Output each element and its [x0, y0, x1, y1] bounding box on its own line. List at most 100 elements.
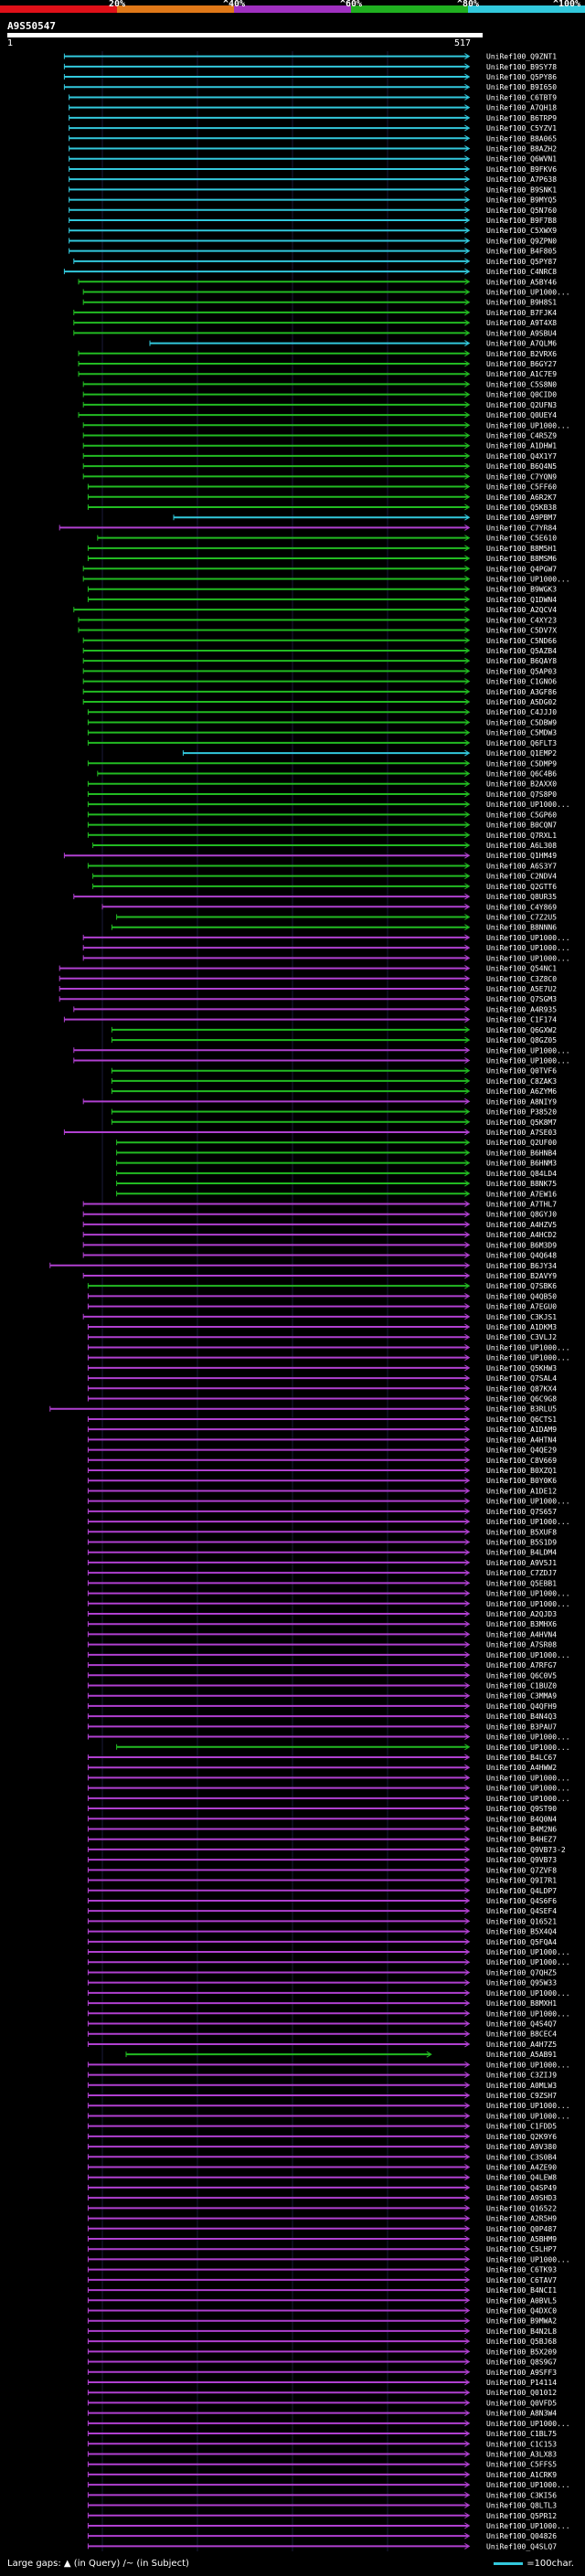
hit-row: UniRef100_A6R2K7: [87, 493, 557, 502]
hit-row: UniRef100_Q6GXW2: [111, 1026, 557, 1034]
hit-label: UniRef100_Q2UF00: [486, 1139, 557, 1147]
hit-row: UniRef100_C4R5Z9: [82, 431, 557, 440]
hit-end-arrow: [464, 1671, 471, 1679]
hit-row: UniRef100_Q4X1Y7: [82, 452, 557, 461]
hit-label: UniRef100_A3GF86: [486, 688, 557, 696]
hit-label: UniRef100_Q9ST90: [486, 1805, 557, 1813]
hit-label: UniRef100_A6ZYM6: [486, 1087, 557, 1096]
hit-label: UniRef100_B9MYQ5: [486, 196, 557, 205]
hit-label: UniRef100_Q6FLT3: [486, 739, 557, 747]
legend-large-gaps: Large gaps:: [7, 2559, 61, 2569]
hit-end-arrow: [464, 667, 471, 674]
hit-row: UniRef100_Q5AP03: [82, 667, 557, 675]
hit-label: UniRef100_Q4QE29: [486, 1447, 557, 1455]
hit-label: UniRef100_UP1000...: [486, 575, 570, 583]
hit-label: UniRef100_B3PAU7: [486, 1723, 557, 1731]
hit-row: UniRef100_A8N3W4: [87, 2410, 557, 2418]
hit-row: UniRef100_Q6WVN1: [69, 155, 557, 164]
hit-label: UniRef100_Q4QFH9: [486, 1702, 557, 1711]
hit-label: UniRef100_Q6C0V5: [486, 1671, 557, 1680]
hit-end-arrow: [464, 2184, 471, 2191]
hit-end-arrow: [464, 2307, 471, 2314]
hit-end-arrow: [464, 883, 471, 890]
hit-end-arrow: [464, 309, 471, 316]
hit-row: UniRef100_UP1000...: [87, 2420, 570, 2428]
hit-end-arrow: [464, 1241, 471, 1248]
hit-row: UniRef100_Q9VB73: [87, 1856, 557, 1864]
hit-row: UniRef100_A5E7U2: [58, 985, 557, 993]
hit-label: UniRef100_C5GP60: [486, 811, 557, 819]
query-end: 517: [454, 38, 472, 48]
hit-end-arrow: [464, 1374, 471, 1382]
hit-label: UniRef100_B8A065: [486, 134, 557, 143]
hit-row: UniRef100_Q5BJ68: [87, 2337, 557, 2346]
hit-row: UniRef100_Q1HM49: [63, 852, 557, 860]
hit-end-arrow: [464, 1692, 471, 1700]
hit-row: UniRef100_UP1000...: [73, 1046, 570, 1055]
hit-label: UniRef100_C4R5Z9: [486, 431, 557, 440]
hit-end-arrow: [464, 627, 471, 633]
hit-label: UniRef100_C8V669: [486, 1457, 557, 1465]
hit-row: UniRef100_C9ZSH7: [87, 2092, 557, 2100]
hit-end-arrow: [464, 268, 471, 275]
hit-label: UniRef100_B5X4Q4: [486, 1928, 557, 1936]
hit-row: UniRef100_UP1000...: [82, 944, 570, 952]
hit-row: UniRef100_C3MMA9: [87, 1692, 557, 1701]
hit-row: UniRef100_C1BUZ0: [87, 1681, 557, 1690]
hit-label: UniRef100_UP1000...: [486, 2481, 570, 2489]
hit-end-arrow: [464, 863, 471, 869]
hit-label: UniRef100_A7SE03: [486, 1129, 557, 1137]
hit-end-arrow: [464, 2399, 471, 2406]
hit-row: UniRef100_A4ZE90: [87, 2164, 557, 2172]
hit-end-arrow: [464, 370, 471, 377]
hit-label: UniRef100_A4HWW2: [486, 1764, 557, 1772]
hit-row: UniRef100_Q6C0V5: [87, 1671, 557, 1680]
hit-row: UniRef100_P38520: [111, 1108, 557, 1117]
hit-row: UniRef100_A5BHM9: [87, 2235, 557, 2243]
hit-label: UniRef100_Q7QHZ5: [486, 1968, 557, 1977]
hit-end-arrow: [464, 739, 471, 747]
hit-row: UniRef100_B0Y0K6: [87, 1477, 557, 1485]
hit-row: UniRef100_B9F7B8: [69, 217, 557, 225]
hit-label: UniRef100_A4R935: [486, 1005, 557, 1013]
hit-label: UniRef100_B9WGK3: [486, 586, 557, 594]
hit-label: UniRef100_A1DHW1: [486, 442, 557, 451]
hit-end-arrow: [464, 2194, 471, 2201]
hit-label: UniRef100_A4ZE90: [486, 2164, 557, 2172]
hit-label: UniRef100_Q0TVF6: [486, 1067, 557, 1076]
hit-end-arrow: [464, 1600, 471, 1607]
hit-label: UniRef100_UP1000...: [486, 1590, 570, 1598]
hit-row: UniRef100_Q7SBK6: [87, 1282, 557, 1290]
hit-row: UniRef100_C5GP60: [87, 811, 557, 819]
hit-end-arrow: [464, 1702, 471, 1710]
hit-end-arrow: [464, 1097, 471, 1105]
hit-row: UniRef100_Q8S9G7: [87, 2359, 557, 2367]
hit-label: UniRef100_B3MHX6: [486, 1620, 557, 1628]
scale-segment: [117, 5, 234, 13]
hit-end-arrow: [464, 2532, 471, 2539]
hit-row: UniRef100_UP1000...: [87, 1958, 570, 1966]
hit-end-arrow: [464, 1129, 471, 1136]
hit-row: UniRef100_Q84LD4: [116, 1170, 557, 1178]
hit-label: UniRef100_P38520: [486, 1108, 557, 1117]
hit-end-arrow: [464, 360, 471, 367]
hit-end-arrow: [464, 504, 471, 511]
hit-label: UniRef100_C7YR84: [486, 524, 557, 532]
hit-end-arrow: [464, 1539, 471, 1545]
hit-label: UniRef100_UP1000...: [486, 1343, 570, 1352]
scale-label: ^80%: [456, 0, 480, 9]
hit-label: UniRef100_B2AVY9: [486, 1272, 557, 1280]
hit-end-arrow: [464, 1641, 471, 1648]
hit-label: UniRef100_A5AB91: [486, 2051, 557, 2059]
hit-row: UniRef100_A0BVL5: [87, 2296, 557, 2305]
hit-label: UniRef100_Q4S6F6: [486, 1897, 557, 1905]
hit-end-arrow: [464, 278, 471, 285]
hit-end-arrow: [464, 53, 471, 60]
hit-end-arrow: [464, 524, 471, 531]
hit-row: UniRef100_B6TRP9: [69, 114, 557, 122]
hit-label: UniRef100_B0XZQ1: [486, 1467, 557, 1475]
hit-row: UniRef100_C4NRC8: [63, 268, 557, 276]
hit-label: UniRef100_Q8UR35: [486, 893, 557, 901]
hit-label: UniRef100_Q0VFD5: [486, 2399, 557, 2407]
hit-label: UniRef100_B8NNN6: [486, 924, 557, 932]
